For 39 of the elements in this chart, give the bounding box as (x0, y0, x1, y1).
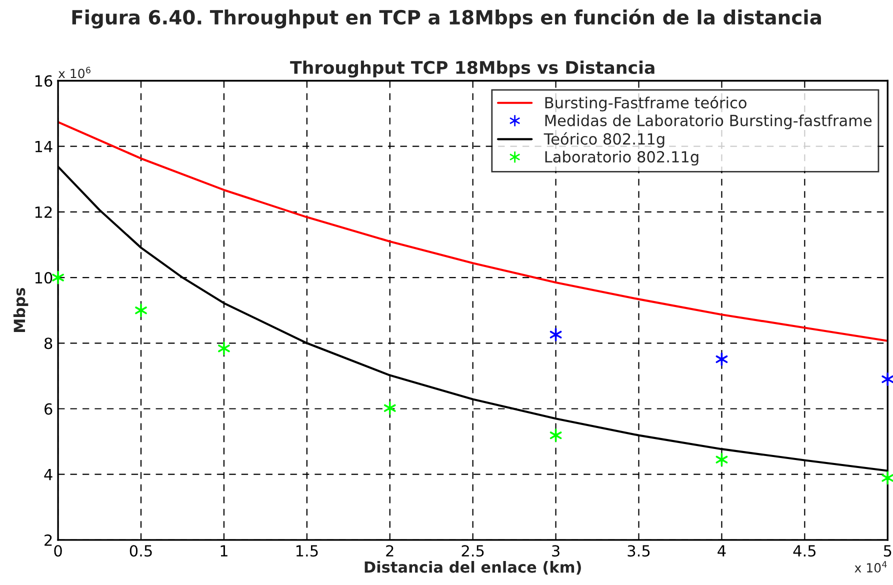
x-tick-label: 4 (718, 545, 726, 556)
chart-subtitle: Throughput TCP 18Mbps vs Distancia (290, 60, 654, 78)
y-tick-label: 4 (44, 469, 52, 480)
y-tick-label: 10 (35, 272, 52, 284)
point (135, 304, 147, 318)
point (550, 428, 562, 442)
x-tick-label: 2.5 (462, 545, 484, 557)
x-tick-label: 3.5 (628, 545, 650, 557)
point (716, 352, 728, 366)
x-axis-title: Distancia del enlace (km) (364, 560, 581, 575)
x-tick-label: 1 (220, 545, 228, 556)
x-tick-label: 4.5 (793, 545, 816, 557)
point (716, 452, 728, 466)
point (52, 270, 64, 284)
y-tick-label: 8 (44, 338, 52, 350)
y-tick-label: 2 (44, 534, 52, 546)
y-tick-label: 16 (35, 75, 52, 87)
x-tick-label: 2 (386, 545, 394, 556)
y-tick-label: 12 (35, 206, 52, 218)
y-axis-title: Mbps (13, 288, 28, 332)
point (550, 328, 562, 342)
point (882, 372, 893, 386)
legend-label: Teórico 802.11g (544, 132, 664, 148)
point (218, 342, 230, 356)
legend-label: Medidas de Laboratorio Bursting-fastframe (545, 114, 872, 130)
text: x 10$^{6}$ (58, 66, 90, 78)
legend-label: Laboratorio 802.11g (545, 150, 698, 166)
x-tick-label: 0.5 (130, 545, 152, 557)
text: x 10$^{4}$ (854, 561, 887, 573)
y-tick-label: 14 (35, 141, 52, 152)
point (384, 401, 396, 415)
chart-title: Figura 6.40. Throughput en TCP a 18Mbps en función de la distancia (72, 8, 821, 29)
point (882, 471, 893, 485)
x-tick-label: 1.5 (296, 545, 318, 557)
y-tick-label: 6 (44, 403, 52, 415)
x-tick-label: 0 (54, 545, 62, 557)
legend-label: Bursting-Fastframe teórico (545, 96, 746, 112)
x-tick-label: 3 (552, 545, 560, 557)
x-tick-label: 5 (884, 545, 892, 557)
